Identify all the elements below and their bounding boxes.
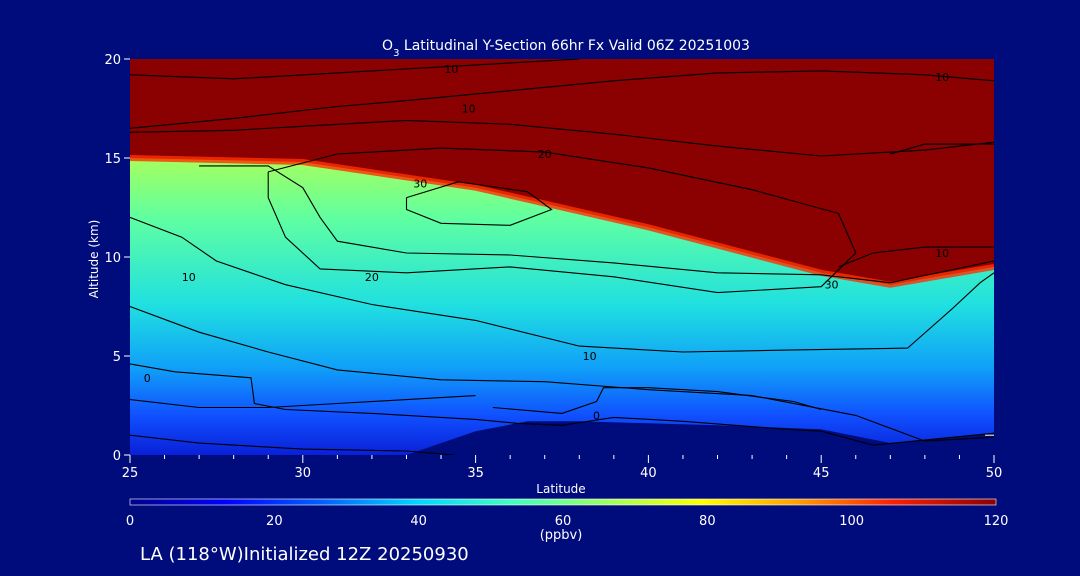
colorbar-tick-label: 80 <box>699 514 716 529</box>
chart-title: O3 Latitudinal Y-Section 66hr Fx Valid 0… <box>382 38 750 59</box>
plot-field: 10 10 10 20 30 20 10 30 10 10 0 0 <box>130 59 994 455</box>
tropopause-band <box>130 155 994 288</box>
contour-line <box>199 165 994 284</box>
contour-line <box>130 119 994 157</box>
x-tick-label: 50 <box>986 466 1003 481</box>
contour-label: 30 <box>825 279 839 292</box>
x-axis: 25 30 35 40 45 50 <box>122 455 1003 481</box>
contour-labels: 10 10 10 20 30 20 10 30 10 10 0 0 <box>144 63 949 422</box>
x-tick-label: 25 <box>122 466 139 481</box>
contour-line <box>890 143 994 155</box>
x-axis-label: Latitude <box>536 482 585 496</box>
x-tick-label: 40 <box>640 466 657 481</box>
colorbar-tick-label: 20 <box>266 514 283 529</box>
contour-line <box>130 216 994 353</box>
contour-label: 10 <box>462 103 476 116</box>
contour-label: 30 <box>413 178 427 191</box>
contour-line <box>130 59 580 80</box>
colorbar-units: (ppbv) <box>540 528 583 543</box>
contour-label: 10 <box>444 63 458 76</box>
colorbar-tick-label: 0 <box>126 514 134 529</box>
y-tick-label: 0 <box>113 449 121 464</box>
contour-line <box>405 181 553 226</box>
terrain-mask <box>130 421 994 455</box>
contour-line <box>838 246 994 268</box>
x-tick-label: 45 <box>813 466 830 481</box>
contour-line <box>130 395 476 409</box>
contour-label: 0 <box>144 372 151 385</box>
contour-line <box>267 147 857 294</box>
colorbar-tick-label: 120 <box>984 514 1009 529</box>
colorbar-tick-label: 100 <box>839 514 864 529</box>
y-tick-label: 5 <box>113 350 121 365</box>
initialization-footer: LA (118°W)Initialized 12Z 20250930 <box>140 544 469 565</box>
stratosphere-field <box>130 59 994 285</box>
contour-label: 10 <box>182 271 196 284</box>
contour-line <box>130 305 994 442</box>
contour-line <box>130 70 994 129</box>
contour-line <box>130 363 994 446</box>
colorbar-ticks: 0 20 40 60 80 100 120 <box>126 514 1009 529</box>
y-tick-label: 20 <box>104 53 121 68</box>
contour-label: 20 <box>365 271 379 284</box>
colorbar-gradient <box>129 498 997 506</box>
colorbar: 0 20 40 60 80 100 120 (ppbv) <box>126 498 1009 543</box>
y-tick-label: 15 <box>104 152 121 167</box>
x-tick-label: 35 <box>467 466 484 481</box>
y-axis-label: Altitude (km) <box>87 220 101 299</box>
contour-label: 20 <box>538 148 552 161</box>
contour-line <box>130 434 455 455</box>
contour-label: 10 <box>935 71 949 84</box>
y-tick-label: 10 <box>104 251 121 266</box>
y-axis: 0 5 10 15 20 <box>104 53 994 464</box>
contour-label: 10 <box>583 350 597 363</box>
contour-label: 0 <box>593 409 600 422</box>
colorbar-tick-label: 60 <box>555 514 572 529</box>
x-tick-label: 30 <box>295 466 312 481</box>
contour-line <box>492 387 822 414</box>
contour-label: 10 <box>935 247 949 260</box>
colorbar-tick-label: 40 <box>410 514 427 529</box>
contour-lines <box>130 59 994 455</box>
